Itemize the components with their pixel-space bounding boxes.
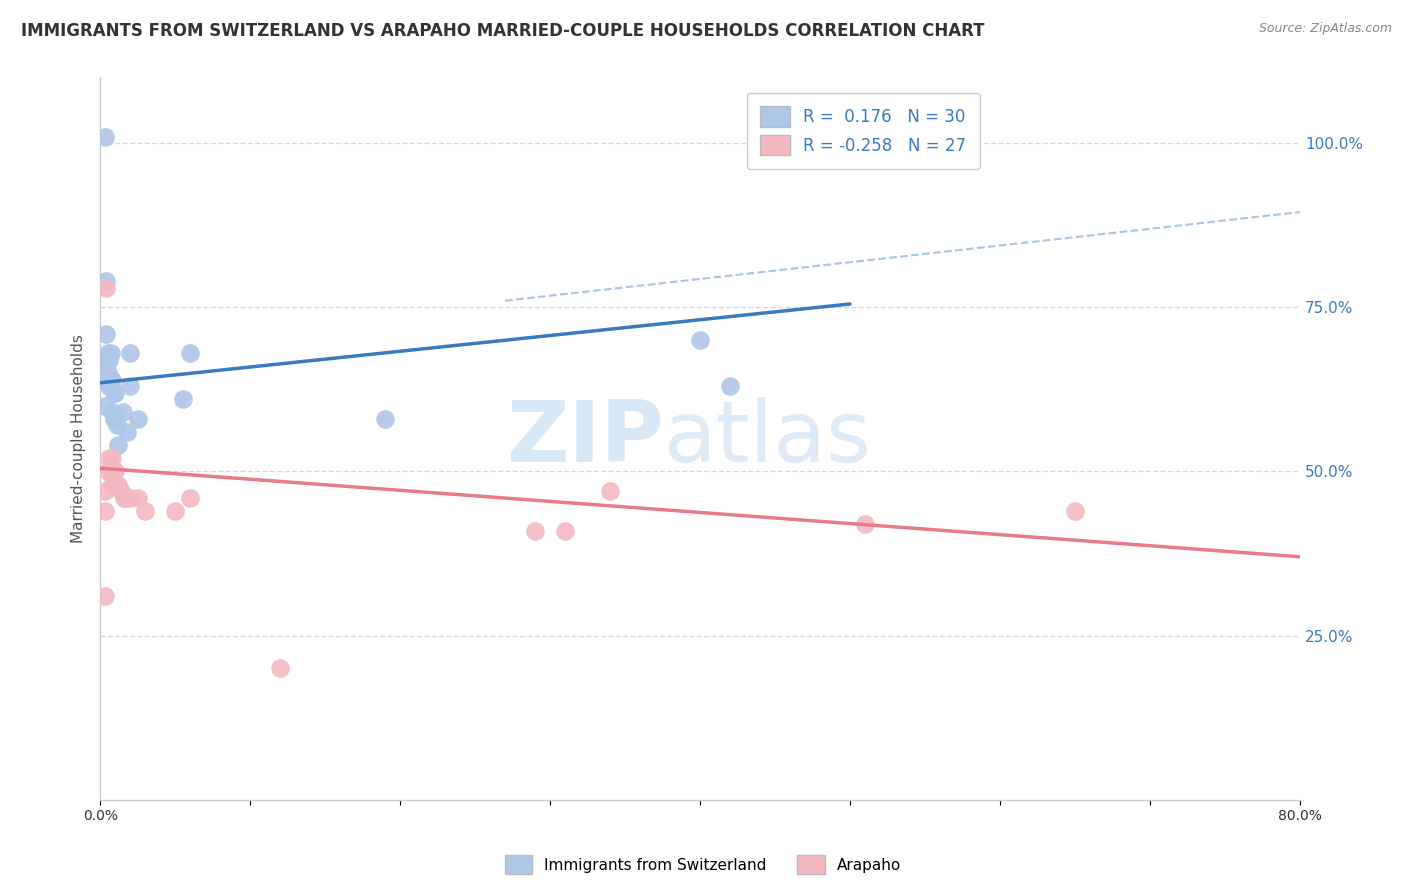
Point xyxy=(100,372,122,386)
Text: ZIP: ZIP xyxy=(506,397,664,480)
Legend: Immigrants from Switzerland, Arapaho: Immigrants from Switzerland, Arapaho xyxy=(499,849,907,880)
Point xyxy=(93,372,115,386)
Point xyxy=(93,589,115,603)
Point xyxy=(107,438,129,452)
Point xyxy=(104,465,127,479)
Point xyxy=(179,491,201,505)
Point xyxy=(110,484,132,499)
Point xyxy=(94,326,117,341)
Text: IMMIGRANTS FROM SWITZERLAND VS ARAPAHO MARRIED-COUPLE HOUSEHOLDS CORRELATION CHA: IMMIGRANTS FROM SWITZERLAND VS ARAPAHO M… xyxy=(21,22,984,40)
Point xyxy=(93,484,115,499)
Text: atlas: atlas xyxy=(664,397,872,480)
Point xyxy=(120,379,142,393)
Point xyxy=(269,661,291,675)
Point xyxy=(524,524,547,538)
Point xyxy=(134,504,156,518)
Point xyxy=(127,412,149,426)
Point xyxy=(104,477,127,491)
Point xyxy=(105,418,128,433)
Y-axis label: Married-couple Households: Married-couple Households xyxy=(72,334,86,543)
Text: Source: ZipAtlas.com: Source: ZipAtlas.com xyxy=(1258,22,1392,36)
Point xyxy=(374,412,396,426)
Point xyxy=(554,524,576,538)
Point xyxy=(104,385,127,400)
Point xyxy=(120,346,142,360)
Point xyxy=(97,465,120,479)
Point xyxy=(93,399,115,413)
Point xyxy=(98,352,121,367)
Point xyxy=(94,274,117,288)
Point xyxy=(1064,504,1087,518)
Point xyxy=(114,491,136,505)
Point xyxy=(689,333,711,347)
Point xyxy=(165,504,187,518)
Point xyxy=(98,379,121,393)
Point xyxy=(93,129,115,144)
Point xyxy=(120,491,142,505)
Point xyxy=(101,477,124,491)
Point xyxy=(112,491,135,505)
Point xyxy=(103,412,125,426)
Point xyxy=(98,451,121,466)
Point xyxy=(172,392,194,407)
Point xyxy=(93,352,115,367)
Point xyxy=(599,484,621,499)
Point xyxy=(103,385,125,400)
Point xyxy=(100,465,122,479)
Point xyxy=(101,372,124,386)
Point xyxy=(103,465,125,479)
Point xyxy=(104,412,127,426)
Point xyxy=(127,491,149,505)
Legend: R =  0.176   N = 30, R = -0.258   N = 27: R = 0.176 N = 30, R = -0.258 N = 27 xyxy=(747,93,980,169)
Point xyxy=(115,425,138,439)
Point xyxy=(100,346,122,360)
Point xyxy=(97,366,120,380)
Point xyxy=(718,379,741,393)
Point xyxy=(93,504,115,518)
Point xyxy=(94,280,117,294)
Point xyxy=(107,477,129,491)
Point xyxy=(101,451,124,466)
Point xyxy=(179,346,201,360)
Point xyxy=(97,346,120,360)
Point xyxy=(111,405,134,419)
Point xyxy=(853,516,876,531)
Point xyxy=(101,405,124,419)
